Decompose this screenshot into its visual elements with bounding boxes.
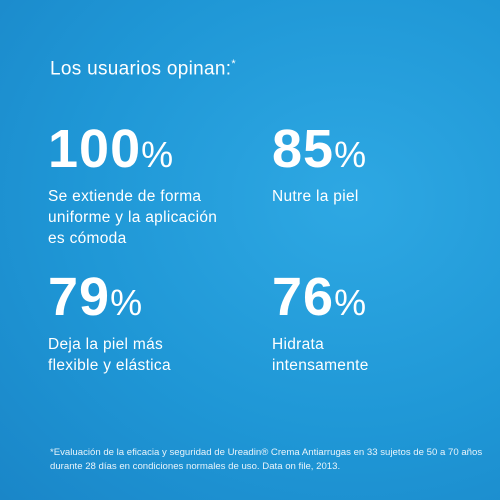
- stat: 76% Hidrata intensamente: [272, 270, 492, 376]
- description-line: Hidrata: [272, 336, 325, 353]
- description-line: flexible y elástica: [48, 357, 171, 374]
- stat-number: 76: [272, 267, 335, 327]
- description-line: uniforme y la aplicación: [48, 209, 218, 226]
- stat-value: 76%: [272, 270, 492, 330]
- description-line: Deja la piel más: [48, 336, 164, 353]
- stat-description: Hidrata intensamente: [272, 334, 492, 376]
- stat-description: Se extiende de forma uniforme y la aplica…: [48, 186, 268, 249]
- description-line: intensamente: [272, 357, 369, 374]
- stat-unit: %: [110, 282, 144, 323]
- description-line: es cómoda: [48, 230, 127, 247]
- stat-unit: %: [141, 134, 175, 175]
- title: Los usuarios opinan:*: [50, 58, 236, 80]
- stat-number: 100: [48, 119, 142, 179]
- stat-description: Deja la piel más flexible y elástica: [48, 334, 268, 376]
- stat-value: 79%: [48, 270, 268, 330]
- title-mark: *: [231, 58, 236, 70]
- stat-unit: %: [334, 282, 368, 323]
- stat-unit: %: [334, 134, 368, 175]
- stat-number: 79: [48, 267, 111, 327]
- stat-description: Nutre la piel: [272, 186, 492, 207]
- stat: 85% Nutre la piel: [272, 122, 492, 207]
- description-line: Se extiende de forma: [48, 188, 202, 205]
- stat-value: 85%: [272, 122, 492, 182]
- stat: 79% Deja la piel más flexible y elástica: [48, 270, 268, 376]
- stat-number: 85: [272, 119, 335, 179]
- title-text: Los usuarios opinan:: [50, 58, 232, 80]
- description-line: Nutre la piel: [272, 188, 359, 205]
- stat-value: 100%: [48, 122, 268, 182]
- stat: 100% Se extiende de forma uniforme y la ap…: [48, 122, 268, 249]
- footnote-line: *Evaluación de la eficacia y seguridad d…: [50, 447, 483, 458]
- footnote-line: durante 28 días en condiciones normales …: [50, 461, 341, 472]
- footnote: *Evaluación de la eficacia y seguridad d…: [50, 446, 482, 474]
